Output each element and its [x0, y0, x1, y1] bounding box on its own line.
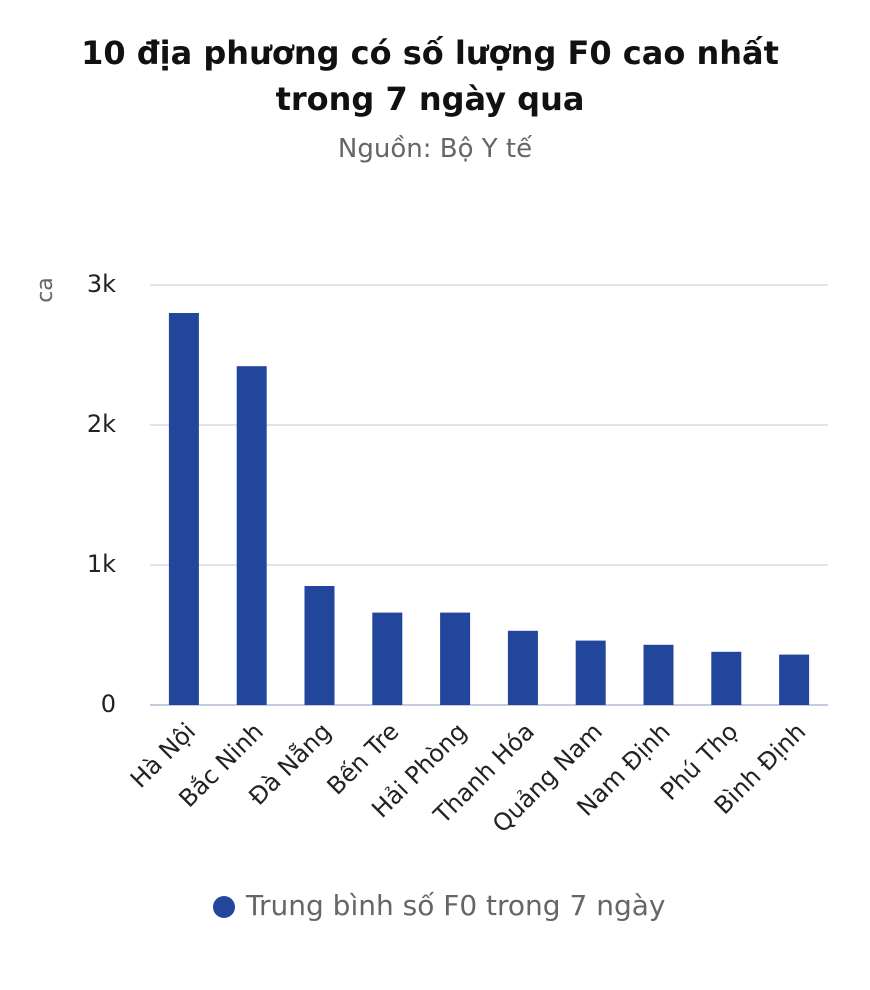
bar	[440, 612, 471, 705]
legend-marker	[213, 896, 235, 918]
bar	[575, 640, 606, 705]
bar	[507, 630, 538, 705]
bar	[711, 651, 742, 705]
bar	[168, 313, 199, 705]
y-tick-label: 3k	[87, 270, 116, 298]
y-tick-label: 1k	[87, 550, 116, 578]
bar	[236, 366, 267, 705]
bar	[779, 654, 810, 705]
y-tick-label: 2k	[87, 410, 116, 438]
chart-title: 10 địa phương có số lượng F0 cao nhất tr…	[81, 34, 779, 118]
legend-label: Trung bình số F0 trong 7 ngày	[245, 889, 665, 922]
chart-subtitle: Nguồn: Bộ Y tế	[337, 134, 533, 164]
bar	[643, 644, 674, 705]
bar	[304, 586, 335, 705]
bar	[372, 612, 403, 705]
y-axis-label: ca	[33, 277, 58, 303]
y-tick-label: 0	[101, 690, 116, 718]
